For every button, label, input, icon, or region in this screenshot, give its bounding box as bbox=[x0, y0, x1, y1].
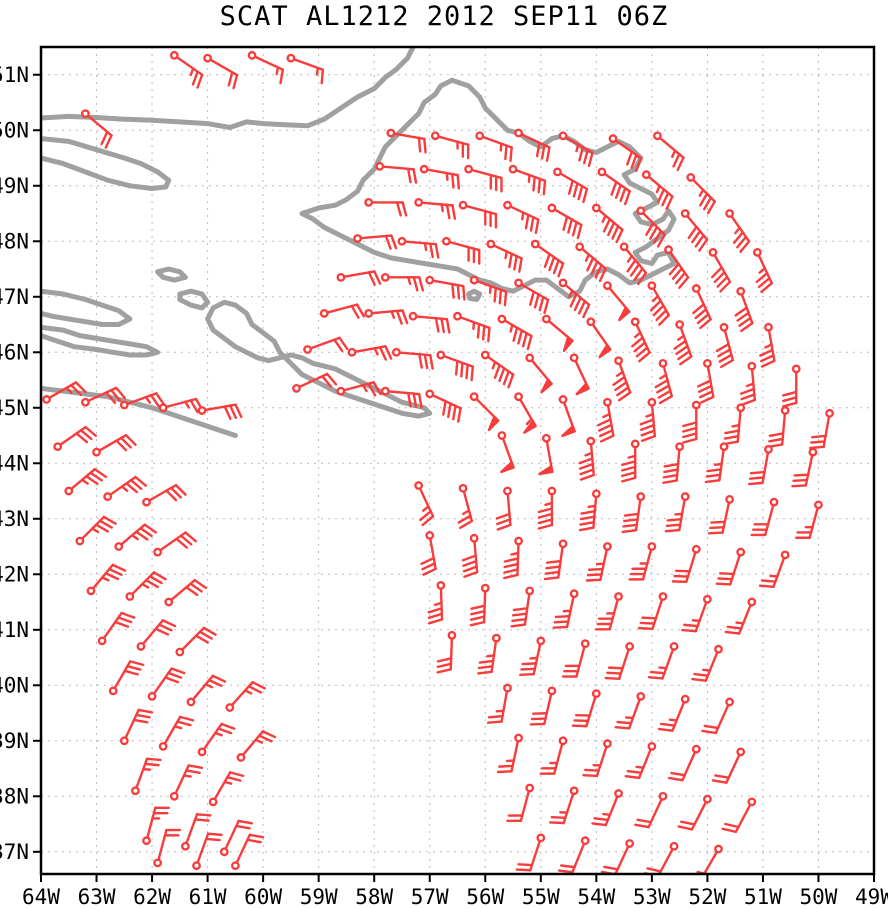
y-tick-label: 39N bbox=[0, 729, 29, 753]
x-tick-label: 54W bbox=[577, 885, 615, 909]
x-tick-label: 61W bbox=[189, 885, 227, 909]
y-tick-label: 37N bbox=[0, 840, 29, 864]
axis-ticks bbox=[33, 73, 875, 882]
y-tick-label: 44N bbox=[0, 451, 29, 475]
x-tick-label: 57W bbox=[411, 885, 449, 909]
x-tick-label: 56W bbox=[466, 885, 504, 909]
wind-barb-layer bbox=[42, 50, 834, 874]
y-tick-label: 46N bbox=[0, 340, 29, 364]
y-tick-label: 42N bbox=[0, 562, 29, 586]
y-tick-label: 41N bbox=[0, 618, 29, 642]
x-tick-label: 58W bbox=[355, 885, 393, 909]
page-title: SCAT AL1212 2012 SEP11 06Z bbox=[219, 1, 669, 32]
x-tick-label: 60W bbox=[244, 885, 282, 909]
y-tick-label: 51N bbox=[0, 63, 29, 87]
y-tick-label: 43N bbox=[0, 507, 29, 531]
x-tick-label: 62W bbox=[133, 885, 171, 909]
x-tick-label: 51W bbox=[744, 885, 782, 909]
y-tick-label: 47N bbox=[0, 285, 29, 309]
plot-frame bbox=[39, 45, 876, 876]
x-tick-label: 63W bbox=[78, 885, 116, 909]
x-axis-labels: 64W 63W 62W 61W 60W 59W 58W 57W 56W 55W 54W 53W 52W 5… bbox=[22, 885, 888, 909]
y-axis-labels: 37N 38N 39N 40N 41N 42N 43N 44N 45N 46N 47N 48N 49N 5… bbox=[0, 63, 29, 864]
x-tick-label: 49W bbox=[855, 885, 888, 909]
x-tick-label: 64W bbox=[22, 885, 60, 909]
x-tick-label: 55W bbox=[522, 885, 560, 909]
y-tick-label: 50N bbox=[0, 118, 29, 142]
gridlines bbox=[41, 47, 874, 874]
y-tick-label: 48N bbox=[0, 229, 29, 253]
y-tick-label: 40N bbox=[0, 673, 29, 697]
x-tick-label: 59W bbox=[300, 885, 338, 909]
x-tick-label: 52W bbox=[688, 885, 726, 909]
y-tick-label: 45N bbox=[0, 396, 29, 420]
y-tick-label: 49N bbox=[0, 174, 29, 198]
x-tick-label: 50W bbox=[799, 885, 837, 909]
y-tick-label: 38N bbox=[0, 784, 29, 808]
x-tick-label: 53W bbox=[633, 885, 671, 909]
